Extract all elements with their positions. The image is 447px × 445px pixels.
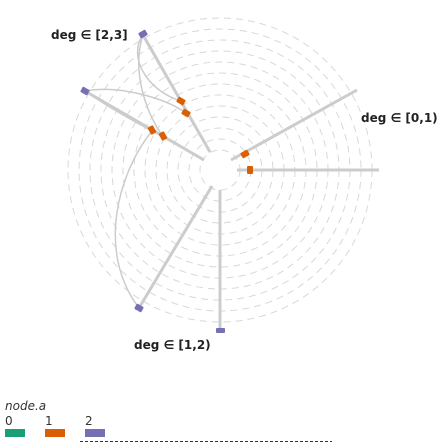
legend-title: node.a xyxy=(5,399,46,413)
edge xyxy=(114,130,153,309)
grid-ring xyxy=(199,149,241,191)
node-a2 xyxy=(138,29,148,39)
node-a1 xyxy=(181,108,191,118)
node-a1 xyxy=(240,149,250,159)
axis-spoke-2-a xyxy=(84,89,205,162)
node-a1 xyxy=(147,125,157,135)
edges xyxy=(84,34,187,309)
node-a1 xyxy=(158,131,168,141)
node-a2 xyxy=(216,328,225,333)
axis-label-1: deg ∈ [1,2) xyxy=(134,338,211,352)
node-a1 xyxy=(247,166,253,174)
axis-spokes xyxy=(84,34,379,331)
node-a1 xyxy=(176,96,186,106)
axis-label-0: deg ∈ [0,1) xyxy=(361,111,438,125)
axis-label-2: deg ∈ [2,3] xyxy=(51,28,128,42)
axis-spoke-2-b xyxy=(141,34,212,153)
legend-swatch-2 xyxy=(85,429,105,437)
nodes xyxy=(80,29,253,333)
legend-label-0: 0 xyxy=(5,414,13,428)
legend-label-1: 1 xyxy=(45,414,53,428)
node-a2 xyxy=(80,86,90,96)
legend: node.a 0 1 2 xyxy=(5,399,332,442)
edge xyxy=(136,34,182,102)
axis-spoke-1-a xyxy=(137,185,214,309)
axis-spoke-0-a xyxy=(230,88,358,162)
edge xyxy=(84,90,153,132)
node-a2 xyxy=(134,303,144,313)
edge xyxy=(84,88,187,114)
legend-swatch-0 xyxy=(5,429,25,437)
legend-label-2: 2 xyxy=(85,414,93,428)
legend-swatch-1 xyxy=(45,429,65,437)
